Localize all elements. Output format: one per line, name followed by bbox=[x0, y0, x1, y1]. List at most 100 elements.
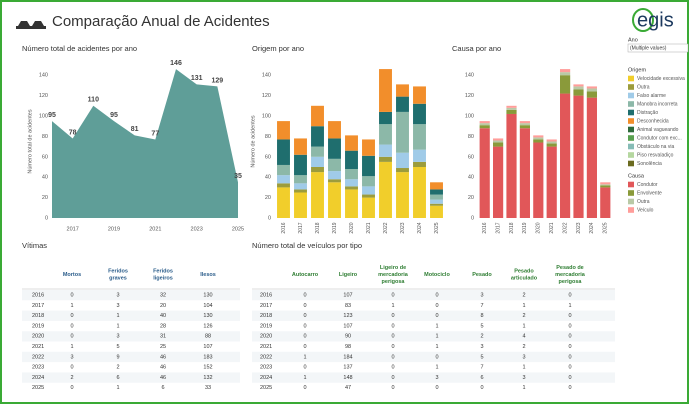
bar-segment bbox=[345, 135, 358, 151]
y-tick-label: 80 bbox=[468, 134, 474, 140]
table-cell: 1 bbox=[522, 303, 525, 309]
bar-segment bbox=[586, 86, 597, 89]
table-cell: 107 bbox=[343, 323, 352, 329]
column-header: Ligeiro de mercadoria perigosa bbox=[378, 265, 409, 285]
table-cell: 0 bbox=[391, 313, 394, 319]
legend-label: Obstáculo na via bbox=[637, 144, 674, 150]
bar-segment bbox=[379, 144, 392, 157]
table-cell: 2021 bbox=[32, 344, 44, 350]
table-cell: 2024 bbox=[260, 375, 272, 381]
value-label: 95 bbox=[110, 112, 118, 119]
y-tick-label: 120 bbox=[465, 93, 474, 99]
bar-segment bbox=[277, 164, 290, 176]
table-cell: 0 bbox=[568, 354, 571, 360]
legend-label: Veículo bbox=[637, 207, 654, 213]
table-cell: 3 bbox=[480, 292, 483, 298]
table-cell: 2020 bbox=[32, 334, 44, 340]
filter-dropdown[interactable] bbox=[627, 43, 689, 53]
bar-segment bbox=[600, 182, 611, 185]
table-cell: 1 bbox=[391, 303, 394, 309]
table-cell: 2 bbox=[116, 365, 119, 371]
y-tick-label: 40 bbox=[265, 175, 271, 181]
table-cell: 1 bbox=[568, 303, 571, 309]
table-cell: 0 bbox=[568, 375, 571, 381]
bar-segment bbox=[328, 171, 341, 180]
bar-segment bbox=[560, 93, 571, 218]
legend-label: Manobra incorreta bbox=[637, 101, 678, 107]
bar-segment bbox=[586, 88, 597, 92]
y-tick-label: 0 bbox=[268, 215, 271, 221]
y-tick-label: 140 bbox=[262, 73, 271, 79]
bar-segment bbox=[493, 146, 504, 218]
x-tick-label: 2020 bbox=[536, 222, 542, 233]
value-label: 146 bbox=[170, 60, 182, 67]
bar-segment bbox=[573, 95, 584, 218]
legend-swatch bbox=[628, 207, 634, 213]
table-cell: 184 bbox=[343, 354, 352, 360]
legend-swatch bbox=[628, 75, 634, 82]
table-cell: 0 bbox=[70, 323, 73, 329]
bar-segment bbox=[311, 146, 324, 157]
table-cell: 0 bbox=[70, 385, 73, 391]
table-cell: 0 bbox=[435, 354, 438, 360]
table-cell: 0 bbox=[480, 385, 483, 391]
bar-segment bbox=[586, 91, 597, 98]
bar-segment bbox=[506, 109, 517, 114]
bar-segment bbox=[345, 186, 358, 190]
table-cell: 130 bbox=[203, 292, 212, 298]
table-cell: 0 bbox=[568, 292, 571, 298]
table-cell: 0 bbox=[568, 385, 571, 391]
bar-segment bbox=[413, 103, 426, 125]
bar-segment bbox=[560, 75, 571, 94]
bar-segment bbox=[506, 105, 517, 108]
bar-segment bbox=[345, 189, 358, 218]
bar-segment bbox=[533, 135, 544, 138]
table-cell: 152 bbox=[203, 365, 212, 371]
table-cell: 0 bbox=[568, 344, 571, 350]
table-cell: 0 bbox=[391, 334, 394, 340]
bar-segment bbox=[396, 168, 409, 173]
bar-segment bbox=[362, 139, 375, 156]
y-tick-label: 60 bbox=[42, 154, 48, 160]
bar-segment bbox=[277, 121, 290, 140]
table-cell: 88 bbox=[205, 334, 211, 340]
legend-swatch bbox=[628, 181, 634, 188]
filter-label: Ano bbox=[628, 37, 638, 43]
legend-swatch bbox=[628, 160, 634, 167]
table-cell: 1 bbox=[303, 354, 306, 360]
table-cell: 2024 bbox=[32, 375, 44, 381]
bar-segment bbox=[413, 86, 426, 104]
x-tick-label: 2024 bbox=[417, 222, 423, 233]
table-cell: 0 bbox=[435, 313, 438, 319]
table-cell: 6 bbox=[161, 385, 164, 391]
column-header: Ilesos bbox=[200, 272, 216, 278]
table-cell: 7 bbox=[480, 365, 483, 371]
bar-segment bbox=[533, 142, 544, 218]
bar-segment bbox=[328, 121, 341, 139]
y-tick-label: 60 bbox=[265, 154, 271, 160]
bar-segment bbox=[362, 194, 375, 198]
table-cell: 148 bbox=[343, 375, 352, 381]
x-tick-label: 2019 bbox=[108, 226, 120, 232]
table-cell: 6 bbox=[480, 375, 483, 381]
bar-segment bbox=[362, 197, 375, 218]
column-header: Pesado de mercadoria perigosa bbox=[555, 265, 586, 285]
table-cell: 2021 bbox=[260, 344, 272, 350]
bar-segment bbox=[573, 89, 584, 96]
y-tick-label: 120 bbox=[262, 93, 271, 99]
legend-swatch bbox=[628, 101, 634, 107]
table-cell: 2023 bbox=[260, 365, 272, 371]
bar-segment bbox=[362, 176, 375, 187]
table-cell: 0 bbox=[303, 385, 306, 391]
legend-label: Piso resvaladiço bbox=[637, 152, 674, 158]
table-cell: 3 bbox=[435, 375, 438, 381]
bar-segment bbox=[396, 111, 409, 153]
table-cell: 2016 bbox=[32, 292, 44, 298]
bar-segment bbox=[430, 182, 443, 190]
table-cell: 1 bbox=[522, 385, 525, 391]
bar-segment bbox=[362, 155, 375, 177]
table-cell: 5 bbox=[480, 323, 483, 329]
table-cell: 3 bbox=[522, 375, 525, 381]
filter-value[interactable]: (Multiple values) bbox=[630, 45, 667, 51]
table-cell: 3 bbox=[522, 354, 525, 360]
